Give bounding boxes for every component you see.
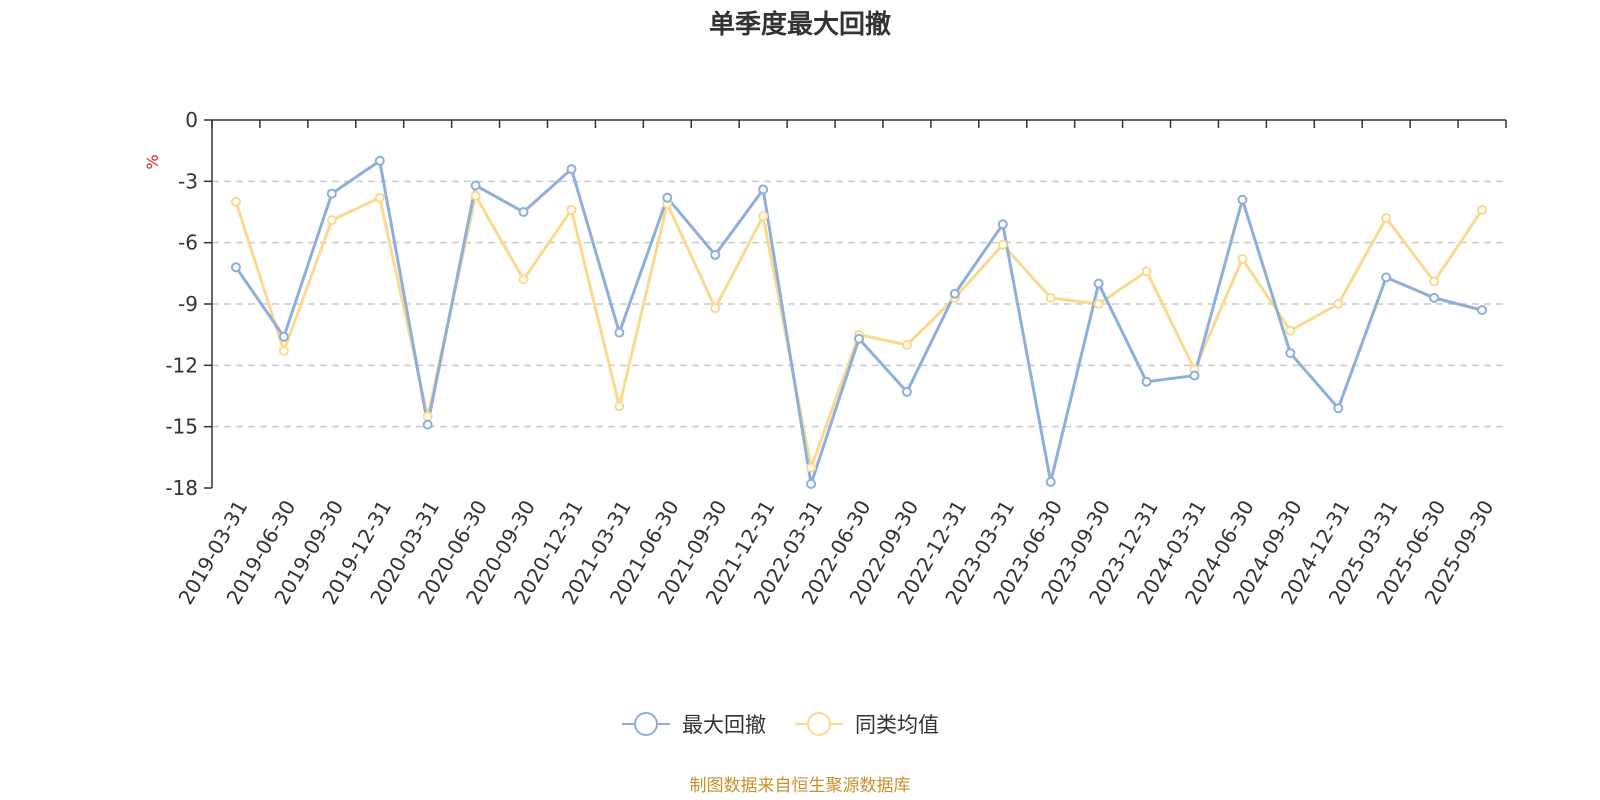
data-point[interactable] [1141,266,1152,277]
data-point[interactable] [901,339,912,350]
data-point[interactable] [1285,348,1296,359]
data-point[interactable] [1429,276,1440,287]
axes [204,119,1507,489]
data-point[interactable] [470,180,481,191]
data-point[interactable] [710,303,721,314]
y-tick-label: 0 [185,108,198,132]
data-point[interactable] [1045,476,1056,487]
chart-title: 单季度最大回撤 [709,9,891,40]
series-line-1 [234,159,1483,486]
data-point[interactable] [1093,299,1104,309]
y-tick-label: -12 [165,353,198,377]
data-point[interactable] [997,239,1008,250]
data-point[interactable] [1381,272,1392,283]
data-point[interactable] [1381,213,1392,224]
data-point[interactable] [662,192,673,203]
y-tick-label: -15 [165,415,198,439]
legend-marker [634,712,658,736]
legend: 最大回撤 同类均值 [622,712,939,737]
legend-item-2[interactable]: 同类均值 [795,712,939,737]
data-point[interactable] [422,411,433,422]
y-axis-unit: % [143,154,162,169]
y-tick-label: -18 [165,476,198,500]
data-point[interactable] [758,184,769,195]
data-point[interactable] [854,333,864,344]
data-point[interactable] [758,211,769,222]
data-point[interactable] [1333,403,1344,414]
data-point[interactable] [949,288,960,299]
data-point[interactable] [230,262,241,273]
data-point[interactable] [806,478,817,489]
y-tick-label: -6 [178,231,198,255]
data-point[interactable] [806,462,817,473]
data-point[interactable] [710,249,721,260]
y-tick-labels: 0 -3 -6 -9 -12 -15 -18 [165,108,198,500]
data-point[interactable] [901,386,912,397]
data-point[interactable] [1141,376,1152,387]
data-point[interactable] [1285,325,1296,336]
data-point[interactable] [230,196,241,207]
data-point[interactable] [374,155,385,166]
y-tick-label: -9 [178,292,198,316]
data-point[interactable] [374,192,385,203]
data-point[interactable] [1189,370,1200,381]
x-tick-labels: 2019-03-312019-06-302019-09-302019-12-31… [173,496,1498,609]
data-point[interactable] [1477,204,1488,215]
data-point[interactable] [326,188,337,199]
data-point[interactable] [326,215,337,226]
data-point[interactable] [422,419,433,430]
series [230,155,1488,489]
y-tick-label: -3 [178,169,198,193]
data-point[interactable] [1477,305,1488,316]
data-point[interactable] [997,219,1008,230]
data-point[interactable] [518,274,529,285]
data-point[interactable] [1045,292,1056,303]
data-point[interactable] [566,204,577,215]
data-point[interactable] [1237,194,1248,205]
data-point[interactable] [278,331,289,342]
data-source-note: 制图数据来自恒生聚源数据库 [690,776,911,796]
data-point[interactable] [1237,254,1248,265]
legend-label: 同类均值 [855,713,939,737]
data-point[interactable] [1333,299,1344,309]
data-point[interactable] [518,207,529,217]
data-point[interactable] [1093,278,1104,289]
legend-item-1[interactable]: 最大回撤 [622,712,766,737]
legend-label: 最大回撤 [682,713,766,737]
legend-marker [807,712,831,736]
data-point[interactable] [614,401,625,412]
data-point[interactable] [278,346,289,357]
data-point[interactable] [470,190,481,201]
data-point[interactable] [1429,292,1440,303]
data-point[interactable] [566,164,577,175]
data-point[interactable] [614,327,625,338]
